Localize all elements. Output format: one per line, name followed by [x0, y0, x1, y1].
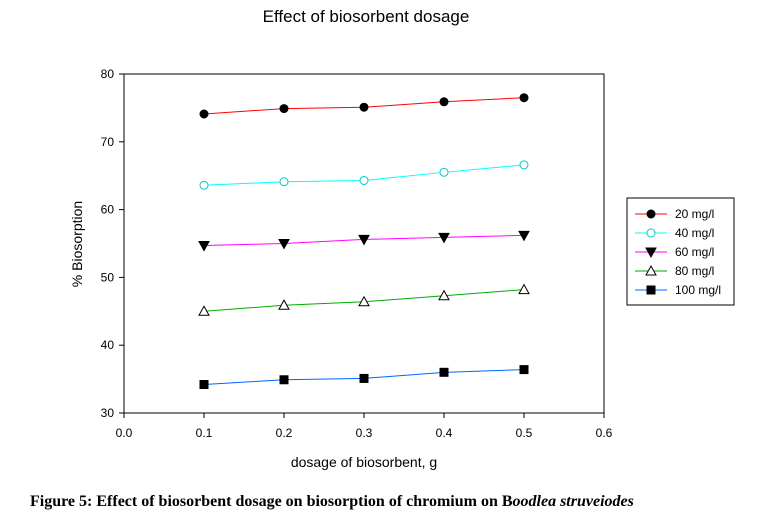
caption-text: Figure 5: Effect of biosorbent dosage on… [30, 493, 513, 510]
chart-title: Effect of biosorbent dosage [263, 7, 470, 26]
legend-item: 80 mg/l [635, 264, 714, 278]
data-point [519, 160, 529, 170]
legend-item: 40 mg/l [635, 226, 714, 240]
data-point [199, 180, 209, 190]
y-tick-label: 80 [101, 67, 115, 81]
data-point [438, 232, 450, 244]
y-tick-label: 30 [101, 406, 115, 420]
x-tick-label: 0.3 [356, 426, 373, 440]
caption-species: oodlea struveiodes [512, 493, 634, 510]
legend-item: 20 mg/l [635, 207, 714, 221]
series-0 [199, 93, 529, 119]
data-point [278, 239, 290, 250]
y-tick-label: 60 [101, 203, 115, 217]
legend-marker [645, 247, 657, 259]
data-point [358, 295, 370, 307]
legend-label: 60 mg/l [675, 245, 714, 259]
legend-label: 100 mg/l [675, 283, 721, 297]
chart: Effect of biosorbent dosage 0.0 0.1 0.2 0.3… [69, 7, 735, 470]
legend-label: 20 mg/l [675, 207, 714, 221]
data-point [198, 305, 210, 316]
legend-marker [645, 264, 657, 276]
legend-label: 80 mg/l [675, 264, 714, 278]
series-1 [199, 160, 529, 190]
data-point [438, 289, 450, 301]
series-4 [199, 365, 529, 390]
x-tick-label: 0.4 [436, 426, 453, 440]
x-tick-label: 0.0 [116, 426, 133, 440]
data-point [518, 283, 530, 295]
data-point [198, 241, 210, 252]
legend-marker [646, 285, 656, 295]
legend-item: 60 mg/l [635, 245, 714, 259]
data-point [359, 102, 369, 112]
y-tick-label: 50 [101, 270, 115, 284]
y-axis-label: % Biosorption [69, 201, 85, 287]
series-2 [198, 230, 530, 252]
x-tick-label: 0.6 [596, 426, 613, 440]
data-point [519, 93, 529, 103]
x-tick-label: 0.5 [516, 426, 533, 440]
data-point [279, 177, 289, 187]
data-point [439, 167, 449, 177]
legend-box [626, 197, 735, 306]
data-point [519, 365, 529, 375]
y-tick-label: 70 [101, 135, 115, 149]
data-point [359, 175, 369, 185]
legend-marker [646, 209, 656, 219]
data-point [279, 104, 289, 114]
series-3 [198, 283, 530, 316]
data-point [199, 109, 209, 119]
data-point [439, 97, 449, 107]
legend-item: 100 mg/l [635, 283, 721, 297]
x-tick-label: 0.1 [196, 426, 213, 440]
data-point [278, 299, 290, 310]
data-point [279, 375, 289, 385]
data-point [199, 380, 209, 390]
data-point [518, 230, 530, 242]
x-tick-label: 0.2 [276, 426, 293, 440]
figure-caption: Figure 5: Effect of biosorbent dosage on… [30, 493, 750, 511]
data-point [439, 367, 449, 377]
y-tick-label: 40 [101, 338, 115, 352]
data-point [359, 373, 369, 383]
legend-marker [646, 228, 656, 238]
x-axis-label: dosage of biosorbent, g [291, 454, 437, 470]
legend-label: 40 mg/l [675, 226, 714, 240]
data-point [358, 234, 370, 246]
